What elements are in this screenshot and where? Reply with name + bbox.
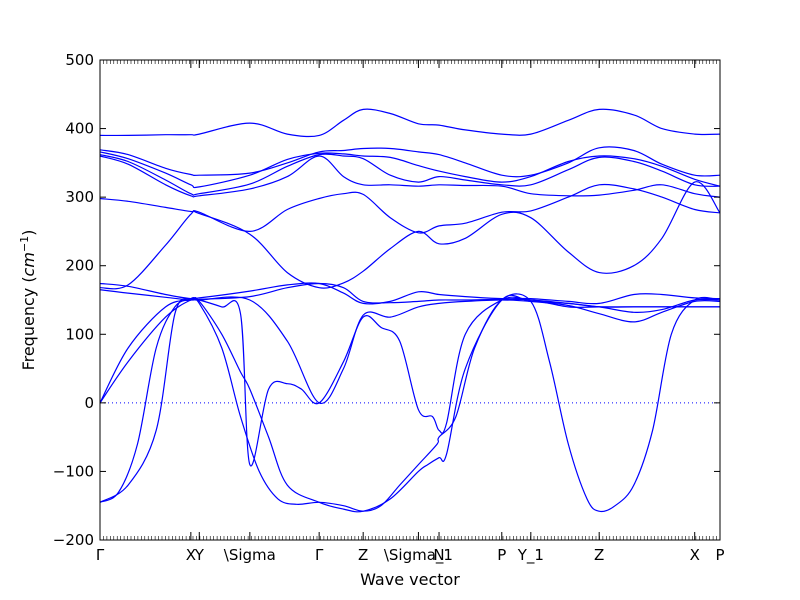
y-axis-label-close: ) — [19, 230, 38, 236]
x-tick-label: Z — [594, 546, 604, 564]
x-tick-label: \Sigma_1 — [384, 546, 453, 565]
band-5 — [99, 155, 721, 198]
y-axis-label-text: Frequency ( — [19, 276, 38, 370]
band-11 — [99, 294, 720, 513]
x-axis-ticks: Γ XY \Sigma Γ Z \Sigma_1N P Y_1 Z X P — [96, 60, 725, 565]
x-tick-label: P — [497, 546, 506, 564]
band-13 — [99, 293, 721, 513]
band-2 — [99, 146, 721, 178]
y-tick-label: 300 — [65, 188, 94, 206]
y-axis-label-unit: cm — [19, 252, 38, 276]
y-tick-label: 100 — [65, 325, 94, 343]
band-12 — [99, 296, 720, 503]
y-tick-label: 400 — [65, 120, 94, 138]
y-tick-label: 0 — [84, 394, 94, 412]
y-tick-label: 200 — [65, 257, 94, 275]
y-tick-label: −100 — [53, 462, 94, 480]
x-tick-label: Y_1 — [517, 546, 544, 565]
x-tick-label: \Sigma — [224, 546, 276, 564]
phonon-bands — [99, 108, 721, 513]
x-tick-label: Γ — [96, 546, 105, 564]
y-axis-ticks: −200 −100 0 100 200 300 400 500 — [53, 51, 720, 549]
x-axis-label: Wave vector — [360, 570, 460, 589]
y-axis-label-exponent: −1 — [18, 236, 31, 252]
band-3 — [99, 151, 721, 189]
band-1 — [99, 108, 721, 138]
minor-ticks — [99, 60, 721, 540]
y-axis-label: Frequency (cm−1) — [18, 230, 38, 371]
x-tick-label: N — [433, 546, 444, 564]
x-tick-label: Γ — [315, 546, 324, 564]
x-tick-label: Y — [194, 546, 205, 564]
band-4 — [99, 153, 721, 196]
y-tick-label: 500 — [65, 51, 94, 69]
x-tick-label: Z — [358, 546, 368, 564]
x-tick-label: X — [690, 546, 700, 564]
x-tick-label: X — [186, 546, 196, 564]
x-tick-label: P — [715, 546, 724, 564]
y-tick-label: −200 — [53, 531, 94, 549]
band-7 — [99, 181, 721, 290]
